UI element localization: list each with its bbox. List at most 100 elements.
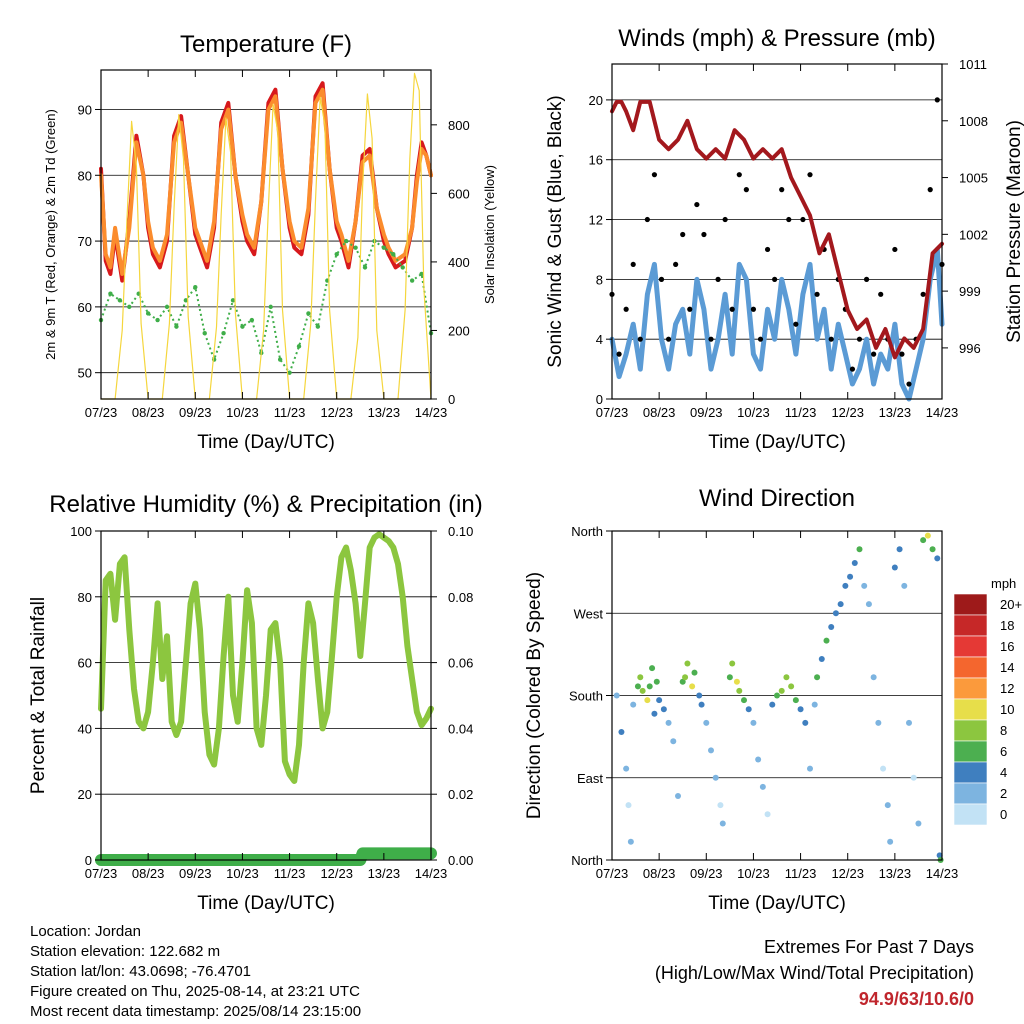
series-solar-insolation	[100, 72, 432, 400]
colorbar-swatch	[953, 740, 988, 763]
y2-tick-label: 600	[448, 186, 470, 201]
colorbar-swatch	[953, 635, 988, 658]
x-tick-label: 07/23	[596, 866, 629, 881]
data-point	[927, 187, 933, 193]
x-axis-label: Time (Day/UTC)	[197, 893, 335, 914]
y-tick-label: 90	[78, 102, 92, 117]
y-tick-label: 100	[70, 524, 92, 539]
x-tick-label: 10/23	[737, 866, 770, 881]
direction-point	[934, 555, 941, 562]
direction-point	[682, 674, 689, 681]
data-point	[145, 311, 151, 316]
y-tick-label: 60	[78, 300, 92, 315]
direction-point	[726, 674, 733, 681]
direction-point	[670, 738, 677, 745]
data-point	[793, 321, 799, 327]
direction-point	[769, 701, 776, 708]
colorbar-label: 14	[1000, 660, 1014, 675]
humidity-precip-panel: Relative Humidity (%) & Precipitation (i…	[28, 491, 483, 914]
temperature-panel: Temperature (F) 07/23 08/23 09/23 10/23 11/23…	[43, 31, 497, 453]
direction-point	[625, 802, 632, 809]
x-tick-label: 10/23	[226, 866, 259, 881]
x-axis-label: Time (Day/UTC)	[708, 432, 846, 453]
data-point	[277, 357, 283, 362]
data-point	[637, 336, 643, 342]
data-point	[362, 265, 368, 270]
data-point	[786, 216, 792, 223]
data-point	[906, 381, 912, 387]
data-point	[920, 291, 926, 297]
data-point	[183, 298, 189, 303]
x-tick-label: 08/23	[643, 405, 676, 420]
data-point	[736, 172, 742, 178]
data-point	[715, 276, 721, 282]
data-point	[934, 97, 940, 103]
y2-tick-label: 400	[448, 255, 470, 270]
direction-point	[828, 623, 835, 630]
direction-point	[851, 559, 858, 566]
y-axis-label: Sonic Wind & Gust (Blue, Black)	[545, 95, 566, 367]
y2-axis-label: Station Pressure (Maroon)	[1004, 120, 1024, 343]
direction-point	[823, 637, 830, 644]
data-point	[772, 276, 778, 282]
x-tick-label: 12/23	[320, 866, 353, 881]
colorbar-label: 12	[1000, 681, 1014, 696]
direction-point	[634, 683, 641, 690]
direction-point	[783, 674, 790, 681]
data-point	[353, 245, 358, 250]
data-point	[296, 344, 302, 349]
data-point	[644, 216, 650, 223]
x-axis-label: Time (Day/UTC)	[197, 432, 335, 453]
direction-point	[717, 802, 724, 809]
direction-point	[811, 701, 818, 708]
x-axis-label: Time (Day/UTC)	[708, 893, 846, 914]
x-tick-label: 13/23	[879, 866, 912, 881]
data-point	[400, 265, 405, 270]
extremes-box: Extremes For Past 7 Days (High/Low/Max W…	[655, 934, 974, 1012]
direction-point	[837, 601, 844, 608]
x-tick-label: 14/23	[926, 866, 959, 881]
data-point	[680, 231, 686, 238]
data-point	[701, 231, 707, 238]
extremes-subtitle: (High/Low/Max Wind/Total Precipitation)	[654, 963, 974, 983]
direction-point	[684, 660, 691, 667]
data-point	[651, 172, 658, 178]
direction-point	[613, 692, 620, 699]
direction-point	[703, 719, 710, 726]
colorbar-label: 8	[1000, 723, 1007, 738]
direction-point	[623, 765, 630, 772]
x-tick-label: 09/23	[690, 405, 723, 420]
direction-point	[764, 811, 771, 818]
direction-point	[915, 820, 922, 827]
data-point	[722, 216, 728, 223]
data-point	[202, 331, 207, 336]
direction-point	[745, 706, 752, 713]
y2-tick-label: 996	[959, 341, 981, 356]
plot-frame	[100, 69, 432, 400]
colorbar-swatch	[953, 656, 988, 679]
data-point	[117, 298, 123, 303]
direction-point	[660, 706, 667, 713]
direction-point	[689, 683, 696, 690]
y2-tick-label: 200	[448, 323, 470, 338]
data-point	[343, 238, 349, 244]
y-tick-label: 40	[78, 721, 92, 736]
direction-point	[842, 582, 849, 589]
series-relative-humidity	[98, 531, 434, 784]
x-tick-label: 13/23	[368, 405, 401, 420]
data-point	[230, 298, 236, 303]
data-point	[108, 291, 113, 296]
extremes-title: Extremes For Past 7 Days	[763, 937, 974, 957]
data-point	[221, 331, 226, 336]
plot-area	[609, 97, 945, 402]
direction-point	[741, 697, 747, 704]
direction-point	[675, 793, 681, 800]
x-tick-label: 10/23	[226, 405, 259, 420]
y2-tick-label: 0.04	[448, 721, 473, 736]
y-tick-label: 80	[78, 590, 92, 605]
station-latlon: Station lat/lon: 43.0698; -76.4701	[30, 963, 252, 980]
direction-point	[653, 678, 660, 685]
y-tick-label: South	[569, 689, 603, 704]
y-tick-label: East	[577, 771, 603, 786]
